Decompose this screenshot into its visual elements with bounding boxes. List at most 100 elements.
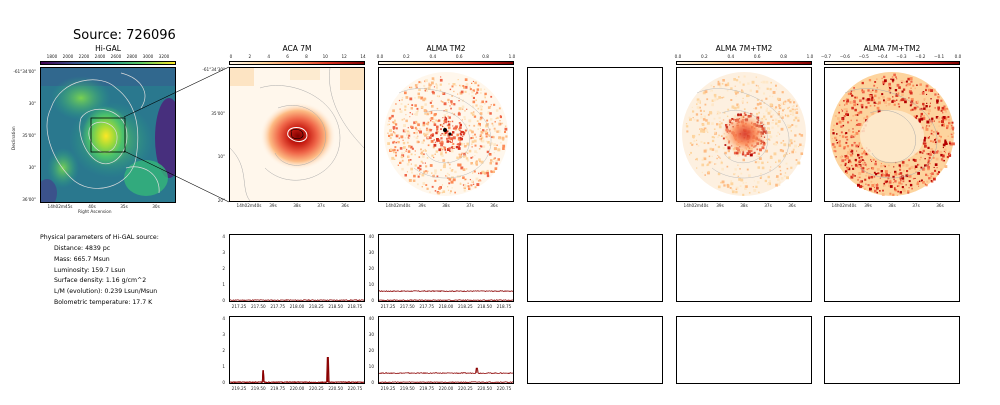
emission-pixel	[864, 153, 867, 156]
emission-pixel	[925, 105, 928, 108]
emission-pixel	[460, 137, 463, 141]
emission-pixel	[948, 122, 950, 124]
emission-pixel	[395, 141, 397, 144]
emission-pixel	[852, 135, 855, 138]
emission-pixel	[423, 153, 425, 155]
emission-pixel	[410, 163, 412, 165]
emission-pixel	[769, 135, 771, 137]
emission-pixel	[910, 87, 912, 89]
aca-title: ACA 7M	[282, 44, 312, 53]
emission-pixel	[870, 98, 874, 102]
emission-pixel	[862, 164, 864, 166]
emission-pixel	[699, 128, 701, 130]
emission-pixel	[847, 161, 850, 164]
emission-pixel	[473, 115, 477, 118]
emission-pixel	[888, 180, 892, 184]
emission-pixel	[406, 133, 409, 137]
emission-pixel	[901, 93, 904, 97]
emission-pixel	[858, 172, 862, 176]
emission-pixel	[452, 143, 455, 145]
emission-pixel	[464, 78, 468, 81]
emission-pixel	[694, 135, 696, 137]
emission-pixel	[734, 168, 737, 171]
emission-pixel	[886, 180, 888, 183]
emission-pixel	[935, 141, 937, 144]
emission-pixel	[841, 159, 845, 163]
emission-pixel	[870, 159, 872, 161]
emission-pixel	[436, 125, 439, 129]
emission-pixel	[465, 178, 468, 180]
emission-pixel	[439, 78, 443, 82]
emission-pixel	[861, 89, 864, 92]
emission-pixel	[417, 123, 420, 127]
emission-pixel	[442, 117, 444, 119]
emission-pixel	[846, 99, 850, 103]
emission-pixel	[446, 112, 448, 114]
emission-pixel	[790, 125, 792, 128]
emission-pixel	[920, 156, 922, 159]
emission-pixel	[716, 157, 718, 160]
emission-pixel	[940, 135, 942, 138]
emission-pixel	[865, 106, 868, 109]
emission-pixel	[927, 88, 931, 92]
emission-pixel	[414, 150, 416, 152]
emission-pixel	[868, 94, 870, 96]
emission-pixel	[441, 101, 444, 103]
emission-pixel	[465, 83, 469, 86]
emission-pixel	[871, 184, 875, 187]
emission-pixel	[470, 162, 473, 165]
emission-pixel	[760, 106, 763, 109]
emission-pixel	[920, 115, 922, 118]
emission-pixel	[431, 134, 434, 137]
emission-pixel	[407, 132, 410, 134]
emission-pixel	[693, 118, 696, 121]
emission-pixel	[489, 162, 492, 165]
tick-label: 2400	[94, 54, 106, 59]
tick-label: 36s	[788, 203, 796, 208]
tick-label: 1	[222, 282, 225, 287]
emission-pixel	[756, 98, 759, 101]
emission-pixel	[733, 78, 736, 81]
emission-pixel	[713, 128, 716, 130]
emission-pixel	[702, 91, 706, 95]
emission-pixel	[416, 86, 418, 89]
emission-pixel	[692, 110, 695, 113]
emission-pixel	[892, 175, 895, 179]
emission-pixel	[784, 172, 787, 174]
tm2-map	[378, 67, 514, 202]
emission-pixel	[499, 115, 502, 117]
emission-pixel	[874, 90, 878, 93]
emission-pixel	[436, 140, 438, 143]
emission-pixel	[928, 156, 931, 159]
emission-pixel	[709, 90, 711, 92]
emission-pixel	[457, 79, 459, 81]
emission-pixel	[451, 120, 454, 123]
emission-pixel	[432, 91, 435, 95]
emission-pixel	[776, 175, 779, 178]
emission-pixel	[882, 189, 884, 192]
emission-pixel	[904, 98, 908, 102]
tick-label: 4	[222, 316, 225, 321]
tick-label: 14	[360, 54, 366, 59]
emission-pixel	[873, 171, 876, 174]
emission-pixel	[861, 182, 863, 184]
emission-pixel	[766, 121, 770, 125]
emission-pixel	[696, 98, 700, 102]
emission-pixel	[896, 185, 899, 187]
emission-pixel	[919, 151, 922, 154]
emission-pixel	[469, 129, 472, 132]
emission-pixel	[734, 173, 736, 175]
emission-pixel	[396, 149, 399, 152]
emission-pixel	[891, 76, 894, 78]
emission-pixel	[746, 94, 749, 98]
emission-pixel	[409, 88, 412, 90]
emission-pixel	[422, 139, 425, 142]
emission-pixel	[737, 154, 740, 157]
emission-pixel	[410, 167, 413, 171]
emission-pixel	[852, 95, 854, 97]
emission-pixel	[443, 146, 445, 148]
emission-pixel	[695, 113, 699, 116]
emission-pixel	[905, 80, 908, 83]
emission-pixel	[942, 118, 945, 121]
emission-pixel	[846, 145, 850, 148]
